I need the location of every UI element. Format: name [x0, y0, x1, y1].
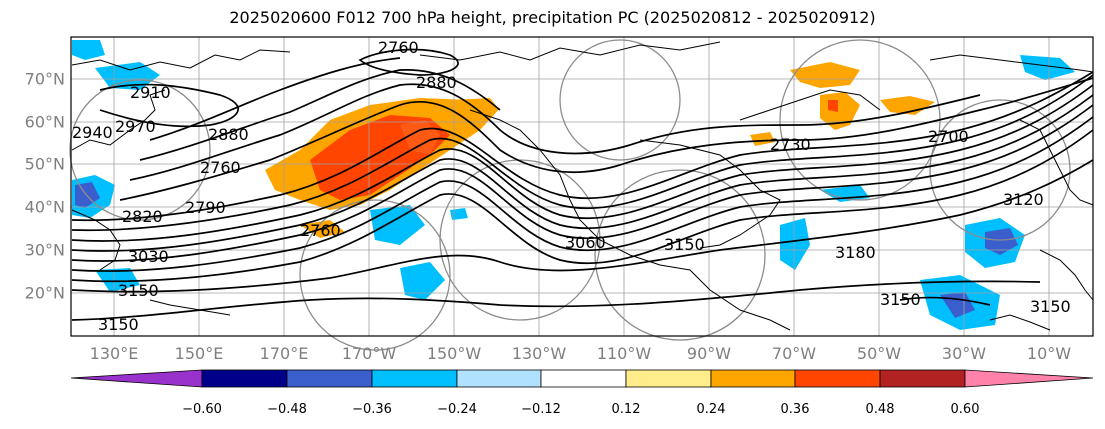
contour-label: 3150: [664, 235, 705, 254]
precip-positive-areas: [265, 62, 935, 238]
lon-label-50w: 50°W: [856, 344, 902, 363]
lon-label-170w: 170°W: [341, 344, 397, 363]
contour-label: 2880: [416, 73, 457, 92]
colorbar-tick-label: 0.60: [950, 402, 980, 417]
contour-label: 2970: [115, 117, 156, 136]
lon-label-70w: 70°W: [771, 344, 817, 363]
colorbar-high-extension: [964, 369, 1094, 388]
colorbar-tick-label: −0.12: [521, 402, 561, 417]
lat-label-50n: 50°N: [24, 154, 65, 174]
colorbar-segment: [625, 369, 712, 388]
contour-label: 2790: [185, 198, 226, 217]
contour-label: 3150: [880, 290, 921, 309]
lat-label-20n: 20°N: [24, 283, 65, 303]
contour-label: 2940: [72, 123, 113, 142]
contour-label: 2760: [200, 158, 241, 177]
colorbar-segment: [456, 369, 542, 388]
contour-label: 2700: [928, 127, 969, 146]
map-title: 2025020600 F012 700 hPa height, precipit…: [229, 8, 876, 27]
colorbar-tick-label: −0.36: [352, 402, 392, 417]
lon-label-130e: 130°E: [89, 344, 139, 363]
contour-label: 2880: [208, 125, 249, 144]
colorbar-segment: [371, 369, 458, 388]
colorbar-tick-label: −0.24: [437, 402, 477, 417]
contour-label: 3150: [98, 315, 139, 334]
graticule: [71, 37, 1093, 336]
colorbar-segment: [794, 369, 881, 388]
colorbar: [70, 369, 1094, 388]
contour-label: 3150: [1030, 297, 1071, 316]
contour-label: 2760: [378, 38, 419, 57]
contour-label-group: 2760 2880 2910 2940 2970 2880 2760 2820 …: [72, 38, 1071, 334]
lat-label-60n: 60°N: [24, 112, 65, 132]
lon-label-30w: 30°W: [941, 344, 987, 363]
lon-label-170e: 170°E: [259, 344, 309, 363]
precip-negative-areas: [72, 40, 1075, 330]
contour-label: 3180: [835, 243, 876, 262]
contour-label: 2910: [130, 83, 171, 102]
lat-label-30n: 30°N: [24, 240, 65, 260]
colorbar-segment: [540, 369, 627, 388]
colorbar-segment: [201, 369, 288, 388]
lon-label-110w: 110°W: [596, 344, 652, 363]
colorbar-low-extension: [70, 369, 203, 388]
colorbar-tick-label: −0.48: [267, 402, 307, 417]
coastlines: [71, 41, 1094, 331]
contour-label: 2730: [770, 135, 811, 154]
lat-label-70n: 70°N: [24, 69, 65, 89]
colorbar-tick-label: 0.12: [611, 402, 641, 417]
colorbar-tick-label: 0.48: [865, 402, 895, 417]
lon-label-150w: 150°W: [426, 344, 482, 363]
contour-label: 3030: [128, 247, 169, 266]
lon-label-150e: 150°E: [174, 344, 224, 363]
contour-label: 3060: [565, 233, 606, 252]
lat-label-40n: 40°N: [24, 197, 65, 217]
lon-label-10w: 10°W: [1026, 344, 1072, 363]
colorbar-segment: [286, 369, 373, 388]
contour-label: 2760: [300, 221, 341, 240]
colorbar-tick-label: 0.36: [780, 402, 810, 417]
height-contours: [71, 48, 1094, 321]
contour-label: 2820: [122, 207, 163, 226]
lon-label-130w: 130°W: [511, 344, 567, 363]
colorbar-segment: [879, 369, 966, 388]
colorbar-segment: [710, 369, 796, 388]
lon-label-90w: 90°W: [686, 344, 732, 363]
colorbar-tick-label: 0.24: [696, 402, 726, 417]
contour-label: 3150: [118, 281, 159, 300]
map-frame: [70, 36, 1094, 337]
contour-label: 3120: [1003, 190, 1044, 209]
colorbar-tick-label: −0.60: [182, 402, 222, 417]
